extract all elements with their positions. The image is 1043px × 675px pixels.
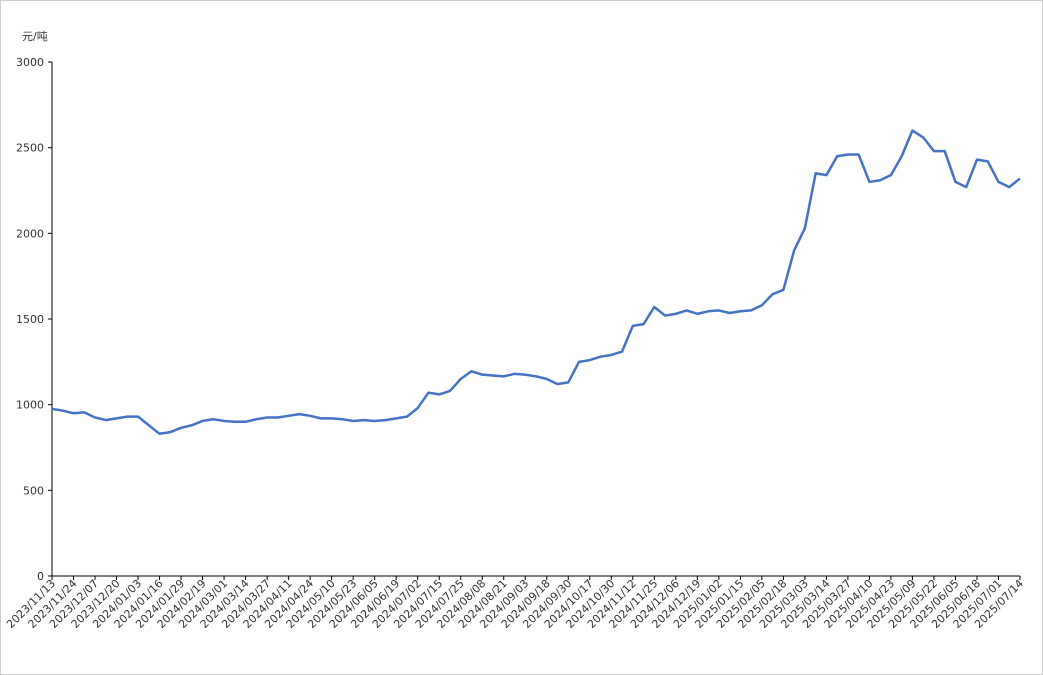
y-tick-label: 2000 [16,227,44,240]
y-tick-label: 0 [37,570,44,583]
y-tick-label: 1500 [16,313,44,326]
y-tick-label: 2500 [16,142,44,155]
line [51,129,1021,436]
y-tick-label: 1000 [16,399,44,412]
y-tick-label: 500 [23,484,44,497]
y-tick-label: 3000 [16,56,44,69]
y-axis-label: 元/吨 [22,30,48,43]
